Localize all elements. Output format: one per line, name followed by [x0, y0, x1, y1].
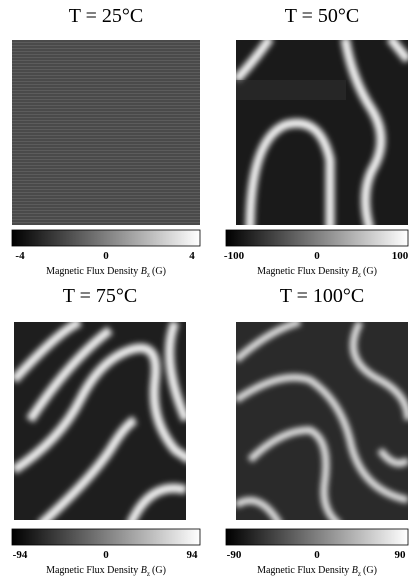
- label-subscript: z: [358, 570, 361, 578]
- label-unit: (G): [363, 565, 377, 576]
- colorbar-tick-label: -94: [13, 549, 28, 561]
- colorbar-tick-label: 0: [314, 250, 320, 262]
- label-text: Magnetic Flux Density: [46, 565, 138, 576]
- colorbar: [226, 529, 408, 545]
- colorbar-tick-label: 94: [187, 549, 199, 561]
- label-subscript: z: [358, 271, 361, 279]
- panel-title: T = 50°C: [285, 5, 359, 27]
- label-unit: (G): [363, 266, 377, 277]
- colorbar: [12, 230, 200, 246]
- colorbar-label: Magnetic Flux Density Bz(G): [257, 565, 377, 578]
- image: [236, 38, 408, 230]
- panel-title: T = 25°C: [69, 5, 143, 27]
- label-unit: (G): [152, 565, 166, 576]
- colorbar-tick-label: 4: [189, 250, 195, 262]
- colorbar-label: Magnetic Flux Density Bz(G): [46, 565, 166, 578]
- label-text: Magnetic Flux Density: [257, 565, 349, 576]
- colorbar-tick-label: 90: [395, 549, 407, 561]
- image: [14, 322, 190, 525]
- colorbar-label: Magnetic Flux Density Bz(G): [46, 266, 166, 279]
- image: [236, 322, 408, 525]
- label-subscript: z: [147, 570, 150, 578]
- colorbar-tick-label: 0: [103, 549, 109, 561]
- panel-title: T = 75°C: [63, 285, 137, 307]
- colorbar-label: Magnetic Flux Density Bz(G): [257, 266, 377, 279]
- label-text: Magnetic Flux Density: [257, 266, 349, 277]
- colorbar: [12, 529, 200, 545]
- colorbar-tick-label: -100: [224, 250, 245, 262]
- label-unit: (G): [152, 266, 166, 277]
- colorbar-tick-label: 0: [103, 250, 109, 262]
- panel-title: T = 100°C: [280, 285, 364, 307]
- colorbar-tick-label: 100: [392, 250, 409, 262]
- label-text: Magnetic Flux Density: [46, 266, 138, 277]
- figure: T = 25°C -4 0 4 Magnetic Flux Density Bz(G) T…: [0, 0, 417, 578]
- colorbar-tick-label: -4: [15, 250, 25, 262]
- colorbar-tick-label: -90: [227, 549, 242, 561]
- colorbar: [226, 230, 408, 246]
- colorbar-tick-label: 0: [314, 549, 320, 561]
- image: [12, 40, 200, 225]
- label-subscript: z: [147, 271, 150, 279]
